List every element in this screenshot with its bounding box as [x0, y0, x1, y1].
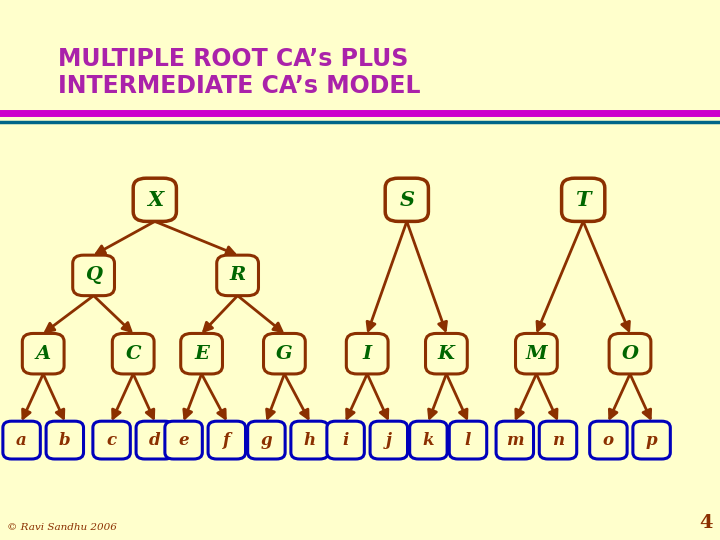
Text: A: A: [35, 345, 51, 363]
FancyBboxPatch shape: [46, 421, 84, 459]
FancyBboxPatch shape: [426, 333, 467, 374]
Text: h: h: [304, 431, 315, 449]
FancyBboxPatch shape: [181, 333, 222, 374]
Text: c: c: [107, 431, 117, 449]
FancyBboxPatch shape: [496, 421, 534, 459]
Text: m: m: [506, 431, 523, 449]
FancyBboxPatch shape: [385, 178, 428, 221]
Text: © Ravi Sandhu 2006: © Ravi Sandhu 2006: [7, 523, 117, 532]
Text: i: i: [343, 431, 348, 449]
Text: b: b: [59, 431, 71, 449]
FancyBboxPatch shape: [136, 421, 174, 459]
Text: d: d: [149, 431, 161, 449]
Text: p: p: [646, 431, 657, 449]
FancyBboxPatch shape: [133, 178, 176, 221]
Text: n: n: [552, 431, 564, 449]
FancyBboxPatch shape: [208, 421, 246, 459]
FancyBboxPatch shape: [22, 333, 64, 374]
Text: E: E: [194, 345, 209, 363]
FancyBboxPatch shape: [264, 333, 305, 374]
Text: S: S: [399, 190, 415, 210]
FancyBboxPatch shape: [562, 178, 605, 221]
FancyBboxPatch shape: [539, 421, 577, 459]
Text: O: O: [621, 345, 639, 363]
FancyBboxPatch shape: [410, 421, 447, 459]
FancyBboxPatch shape: [449, 421, 487, 459]
FancyBboxPatch shape: [291, 421, 328, 459]
FancyBboxPatch shape: [73, 255, 114, 296]
Text: INTERMEDIATE CA’s MODEL: INTERMEDIATE CA’s MODEL: [58, 75, 420, 98]
Text: C: C: [125, 345, 141, 363]
FancyBboxPatch shape: [93, 421, 130, 459]
Text: I: I: [363, 345, 372, 363]
Text: M: M: [526, 345, 547, 363]
FancyBboxPatch shape: [516, 333, 557, 374]
Text: l: l: [465, 431, 471, 449]
Text: MULTIPLE ROOT CA’s PLUS: MULTIPLE ROOT CA’s PLUS: [58, 48, 408, 71]
Text: R: R: [230, 266, 246, 285]
Text: j: j: [386, 431, 392, 449]
FancyBboxPatch shape: [609, 333, 651, 374]
Text: e: e: [179, 431, 189, 449]
Text: G: G: [276, 345, 293, 363]
FancyBboxPatch shape: [633, 421, 670, 459]
FancyBboxPatch shape: [327, 421, 364, 459]
FancyBboxPatch shape: [248, 421, 285, 459]
FancyBboxPatch shape: [112, 333, 154, 374]
FancyBboxPatch shape: [217, 255, 258, 296]
Text: a: a: [17, 431, 27, 449]
Text: T: T: [575, 190, 591, 210]
FancyBboxPatch shape: [346, 333, 388, 374]
Text: k: k: [423, 431, 434, 449]
Text: K: K: [438, 345, 455, 363]
Text: 4: 4: [699, 514, 713, 532]
FancyBboxPatch shape: [590, 421, 627, 459]
FancyBboxPatch shape: [165, 421, 202, 459]
FancyBboxPatch shape: [3, 421, 40, 459]
Text: Q: Q: [85, 266, 102, 285]
Text: f: f: [223, 431, 230, 449]
Text: X: X: [147, 190, 163, 210]
FancyBboxPatch shape: [370, 421, 408, 459]
Text: g: g: [261, 431, 272, 449]
Text: o: o: [603, 431, 614, 449]
